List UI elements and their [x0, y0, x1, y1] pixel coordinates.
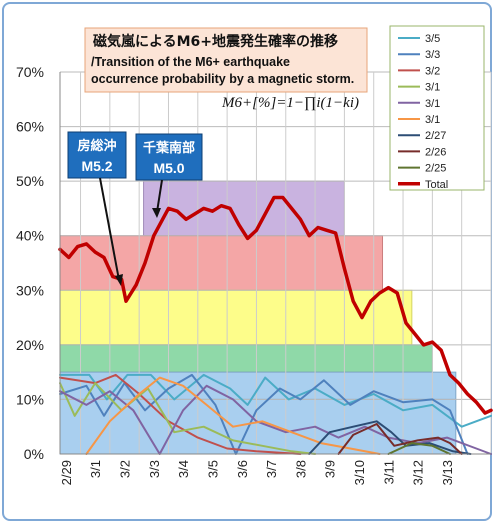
callout-boso-magnitude: M5.2 — [81, 158, 112, 174]
x-tick-label: 3/3 — [147, 460, 162, 478]
x-tick-label: 3/4 — [176, 460, 191, 478]
x-tick-label: 3/6 — [235, 460, 250, 478]
title-box: 磁気嵐によるM6+地震発生確率の推移 /Transition of the M6… — [84, 27, 368, 93]
y-tick-label: 70% — [16, 64, 44, 80]
series-line — [59, 384, 492, 455]
x-tick-label: 2/29 — [59, 460, 74, 485]
x-tick-label: 3/2 — [118, 460, 133, 478]
legend-label: 3/5 — [425, 33, 440, 45]
x-tick-label: 3/11 — [381, 460, 396, 484]
chart-title: 磁気嵐によるM6+地震発生確率の推移 — [93, 33, 338, 50]
probability-band — [59, 344, 433, 373]
probability-band — [59, 289, 413, 346]
probability-formula: M6+[%]=1−∏i(1−ki) — [221, 95, 359, 111]
legend-label: 2/25 — [425, 163, 446, 175]
callout-chiba: 千葉南部 M5.0 — [135, 133, 203, 218]
x-tick-label: 3/10 — [352, 460, 367, 485]
legend: 3/5 3/3 3/2 3/1 3/1 3/1 2/27 2/26 2/25 Total — [389, 25, 485, 191]
y-tick-label: 60% — [16, 119, 44, 135]
y-tick-label: 0% — [24, 446, 44, 462]
chart-subtitle-line1: /Transition of the M6+ earthquake — [91, 55, 290, 69]
series-line — [337, 423, 463, 455]
x-tick-label: 3/9 — [323, 460, 338, 478]
chart-subtitle-line2: occurrence probability by a magnetic sto… — [91, 72, 354, 86]
x-tick-label: 3/1 — [88, 460, 103, 478]
legend-label: 3/3 — [425, 49, 440, 61]
y-tick-label: 40% — [16, 228, 44, 244]
x-tick-label: 3/12 — [411, 460, 426, 485]
y-tick-label: 10% — [16, 391, 44, 407]
legend-label: Total — [425, 179, 448, 191]
legend-label: 2/26 — [425, 146, 446, 158]
y-tick-label: 50% — [16, 173, 44, 189]
series-line — [59, 373, 492, 428]
callout-chiba-name: 千葉南部 — [143, 140, 195, 156]
legend-label: 2/27 — [425, 130, 446, 142]
x-tick-label: 3/13 — [440, 460, 455, 485]
series-line — [387, 442, 451, 455]
y-axis-ticks: 0% 10% 20% 30% 40% 50% 60% 70% — [16, 64, 44, 462]
y-tick-label: 20% — [16, 337, 44, 353]
legend-label: 3/1 — [425, 98, 440, 110]
x-tick-label: 3/7 — [264, 460, 279, 478]
legend-label: 3/1 — [425, 114, 440, 126]
series-line — [308, 420, 472, 455]
x-tick-label: 3/5 — [205, 460, 220, 478]
series-lines — [58, 195, 493, 455]
probability-band — [59, 235, 384, 291]
callout-boso-name: 房総沖 — [77, 138, 116, 154]
series-line — [59, 382, 317, 455]
legend-label: 3/1 — [425, 82, 440, 94]
y-tick-label: 30% — [16, 282, 44, 298]
legend-label: 3/2 — [425, 65, 440, 77]
callout-chiba-magnitude: M5.0 — [153, 160, 184, 176]
callout-boso: 房総沖 M5.2 — [67, 131, 127, 286]
x-axis-ticks: 2/29 3/1 3/2 3/3 3/4 3/5 3/6 3/7 3/8 3/9 3/10 3/11 3… — [59, 460, 455, 485]
x-tick-label: 3/8 — [293, 460, 308, 478]
series-line-total — [58, 195, 493, 415]
series-line — [85, 376, 381, 455]
